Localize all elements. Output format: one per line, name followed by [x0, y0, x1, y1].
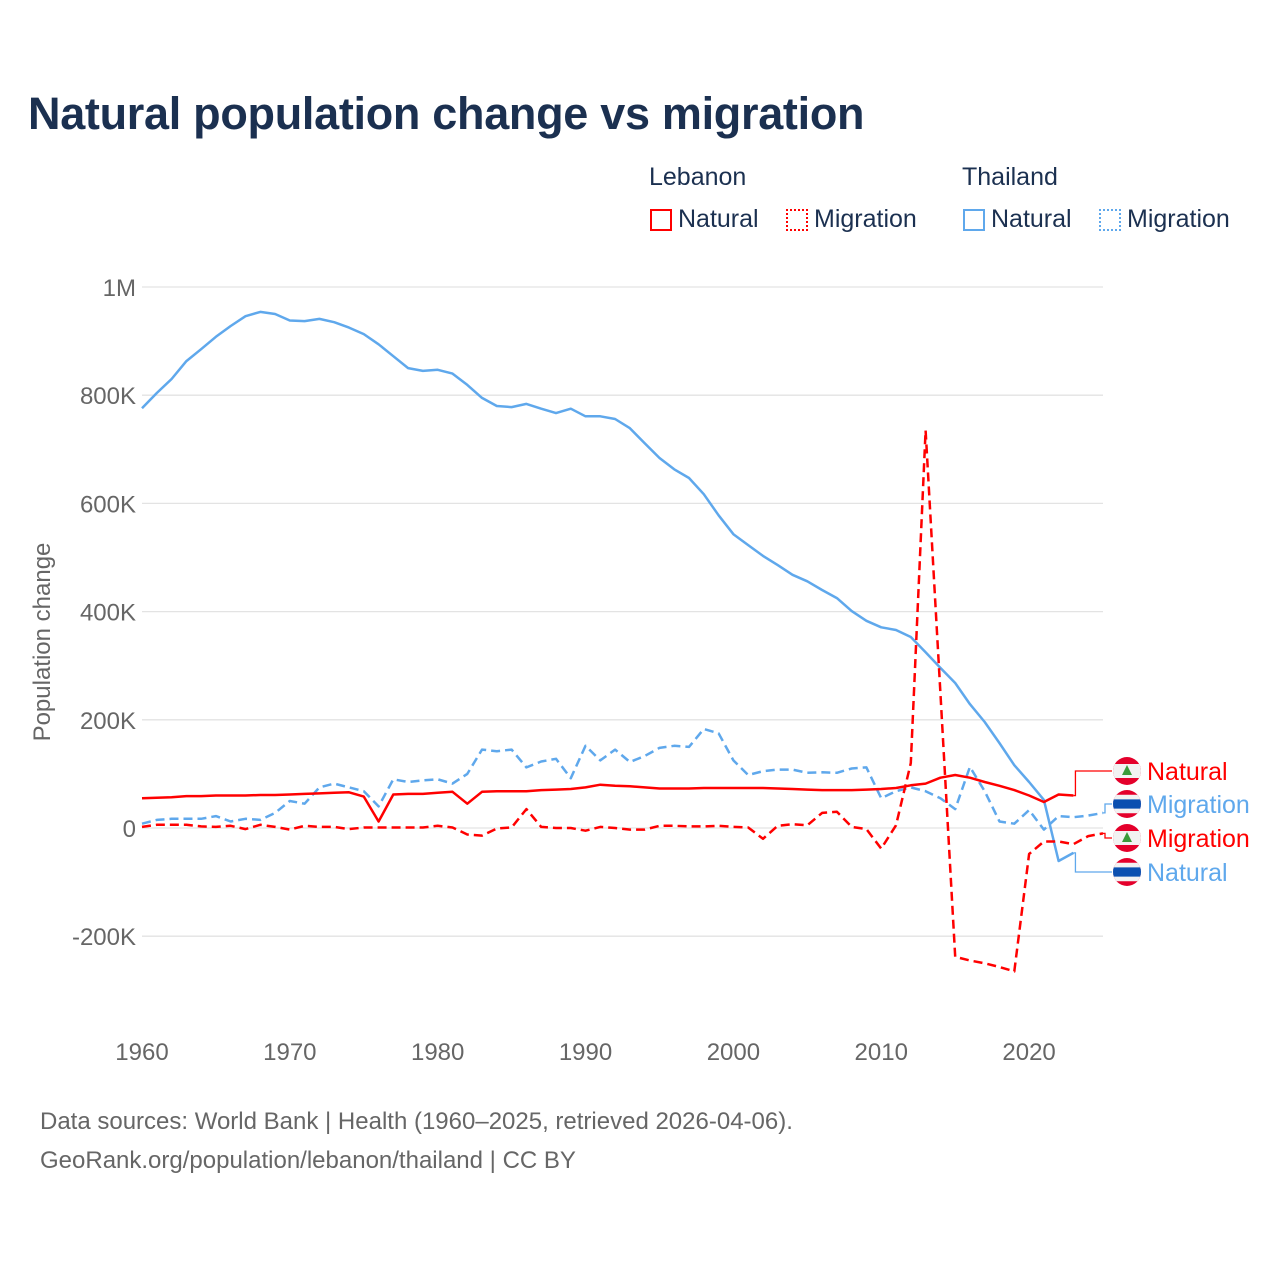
y-tick-label: 800K	[80, 383, 136, 410]
series-line-thailand-natural	[141, 310, 1075, 863]
series-line-lebanon-migration	[141, 429, 1104, 973]
end-label-connector	[1103, 803, 1112, 814]
flag-thailand-icon	[1113, 858, 1141, 886]
end-label-lebanon-migration: Migration	[1147, 825, 1250, 853]
cedar-icon	[1122, 765, 1132, 775]
end-label-connector	[1103, 832, 1112, 839]
flag-thailand-icon	[1113, 790, 1141, 818]
end-label-connector	[1073, 852, 1112, 873]
legend-group-thailand: Thailand	[962, 163, 1058, 191]
legend-group-lebanon: Lebanon	[649, 163, 747, 191]
y-tick-label: 600K	[80, 491, 136, 518]
flag-body	[1113, 824, 1141, 852]
flag-stripe	[1113, 799, 1141, 809]
legend-swatch-dotted-red	[786, 208, 808, 231]
cedar-icon	[1122, 832, 1132, 842]
y-tick-label: 400K	[80, 600, 136, 627]
y-tick-label: 0	[123, 816, 136, 843]
y-tick-label: -200K	[72, 924, 136, 951]
legend-label: Natural	[678, 205, 759, 233]
end-label-connector	[1073, 770, 1112, 797]
flag-body	[1113, 858, 1141, 886]
legend-swatch-solid-red	[650, 208, 672, 231]
chart-title: Natural population change vs migration	[28, 88, 865, 139]
x-tick-label: 1970	[263, 1039, 316, 1066]
flag-stripe	[1113, 867, 1141, 877]
x-tick-label: 2020	[1002, 1039, 1055, 1066]
flag-lebanon-icon	[1113, 757, 1141, 785]
footer-sources: Data sources: World Bank | Health (1960–…	[40, 1108, 793, 1135]
y-axis-label: Population change	[29, 543, 56, 742]
legend-item-thailand-natural[interactable]: Natural	[963, 205, 1072, 234]
legend-swatch-dotted-blue	[1099, 208, 1121, 231]
legend-label: Natural	[991, 205, 1072, 233]
y-tick-label: 200K	[80, 708, 136, 735]
flag-body	[1113, 757, 1141, 785]
x-tick-label: 1990	[559, 1039, 612, 1066]
flag-lebanon-icon	[1113, 824, 1141, 852]
y-tick-label: 1M	[103, 275, 136, 302]
end-label-thailand-migration: Migration	[1147, 791, 1250, 819]
x-tick-label: 2010	[855, 1039, 908, 1066]
legend-swatch-solid-blue	[963, 208, 985, 231]
flag-body	[1113, 790, 1141, 818]
x-tick-label: 1960	[115, 1039, 168, 1066]
x-tick-label: 1980	[411, 1039, 464, 1066]
end-label-lebanon-natural: Natural	[1147, 758, 1228, 786]
legend-item-thailand-migration[interactable]: Migration	[1099, 205, 1230, 234]
end-label-thailand-natural: Natural	[1147, 859, 1228, 887]
legend-item-lebanon-natural[interactable]: Natural	[650, 205, 759, 234]
legend-label: Migration	[814, 205, 917, 233]
legend-item-lebanon-migration[interactable]: Migration	[786, 205, 917, 234]
legend-label: Migration	[1127, 205, 1230, 233]
x-tick-label: 2000	[707, 1039, 760, 1066]
series-line-thailand-migration	[141, 727, 1104, 831]
footer-link[interactable]: GeoRank.org/population/lebanon/thailand …	[40, 1147, 576, 1174]
series-line-lebanon-natural	[141, 773, 1074, 823]
